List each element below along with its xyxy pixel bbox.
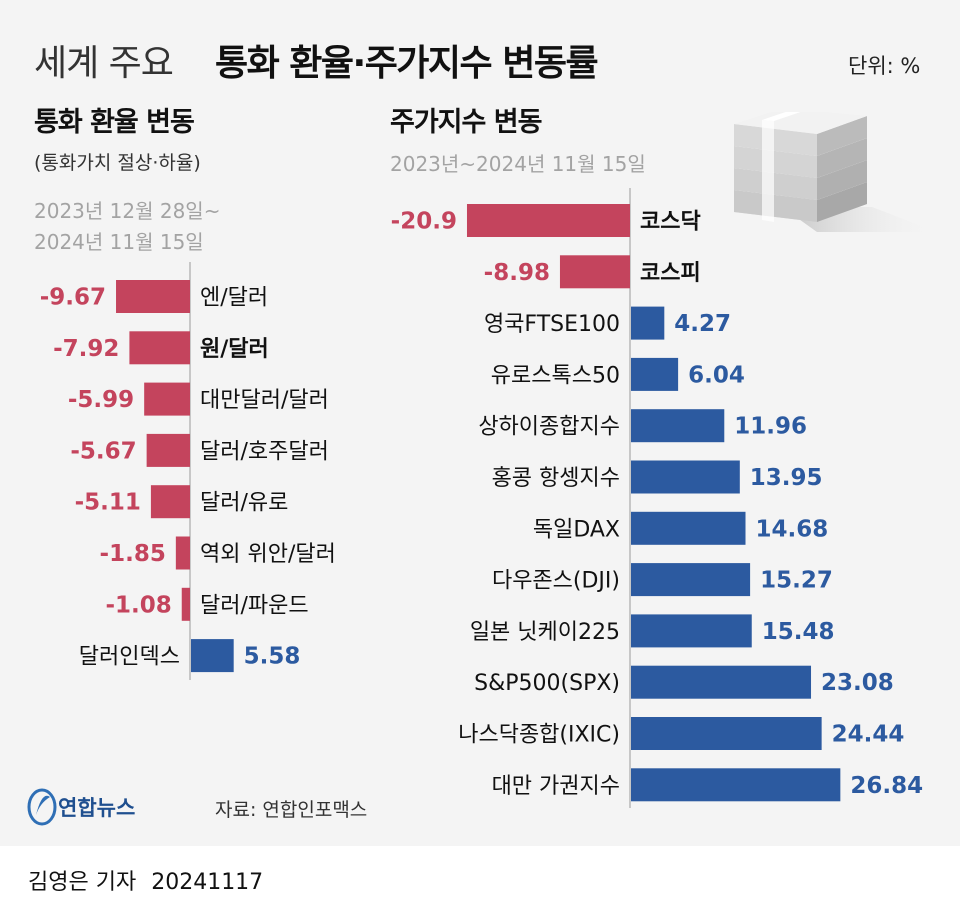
- stock-category-label: S&P500(SPX): [474, 671, 620, 696]
- stock-category-label: 상하이종합지수: [478, 415, 620, 440]
- stock-category-label: 코스피: [640, 261, 701, 286]
- currency-bar: [129, 331, 190, 365]
- currency-value-label: 5.58: [244, 644, 301, 670]
- stock-value-label: 23.08: [821, 670, 894, 696]
- stock-value-label: -8.98: [484, 260, 550, 286]
- stock-category-label: 일본 닛케이225: [470, 620, 620, 645]
- stock-category-label: 독일DAX: [533, 517, 620, 542]
- currency-category-label: 원/달러: [200, 337, 269, 362]
- stock-category-label: 코스닥: [640, 210, 701, 235]
- footer-band: [0, 846, 960, 907]
- currency-value-label: -5.67: [70, 438, 136, 464]
- currency-category-label: 달러/유로: [200, 491, 288, 516]
- stock-date: 2023년~2024년 11월 15일: [390, 152, 646, 176]
- unit-label: 단위: %: [848, 54, 921, 78]
- stock-category-label: 대만 가권지수: [492, 774, 620, 799]
- source-note: 자료: 연합인포맥스: [215, 799, 368, 821]
- stock-bar: [631, 306, 665, 340]
- currency-value-label: -5.11: [75, 490, 141, 516]
- currency-category-label: 달러인덱스: [79, 645, 180, 670]
- stock-bar: [631, 717, 822, 750]
- credit-date: 20241117: [151, 870, 264, 895]
- currency-category-label: 달러/호주달러: [200, 439, 329, 464]
- stock-value-label: 15.48: [762, 619, 835, 645]
- currency-bar: [181, 587, 190, 621]
- currency-value-label: -9.67: [40, 285, 106, 311]
- stock-bar: [559, 255, 630, 289]
- logo-text: 연합뉴스: [58, 796, 136, 820]
- stock-bar: [466, 204, 630, 237]
- stock-value-label: 4.27: [674, 311, 731, 337]
- stock-category-label: 영국FTSE100: [484, 312, 620, 337]
- currency-bar: [144, 382, 190, 416]
- stock-category-label: 홍콩 항셍지수: [492, 466, 620, 491]
- currency-date-line2: 2024년 11월 15일: [34, 230, 204, 254]
- currency-value-label: -1.08: [105, 592, 171, 618]
- stock-bar: [631, 511, 746, 545]
- stock-value-label: 15.27: [760, 568, 833, 594]
- yonhap-logo-icon: [27, 788, 57, 826]
- currency-bar: [175, 536, 190, 570]
- currency-category-label: 엔/달러: [200, 286, 268, 311]
- stock-value-label: 6.04: [688, 362, 745, 388]
- stock-value-label: 13.95: [750, 465, 823, 491]
- credit-author: 김영은 기자: [28, 870, 137, 895]
- currency-category-label: 달러/파운드: [200, 593, 309, 618]
- title-bold: 통화 환율·주가지수 변동률: [215, 43, 599, 84]
- title-light: 세계 주요: [34, 43, 174, 84]
- stock-category-label: 유로스톡스50: [491, 363, 620, 388]
- stock-bar: [631, 460, 740, 494]
- currency-date-line1: 2023년 12월 28일~: [34, 199, 221, 223]
- stock-category-label: 나스닥종합(IXIC): [458, 723, 620, 748]
- stock-bar: [631, 563, 751, 597]
- stock-bar: [631, 357, 679, 391]
- stock-category-label: 다우존스(DJI): [492, 569, 620, 594]
- currency-bar: [150, 485, 190, 519]
- stock-bar: [631, 768, 841, 802]
- stock-section-title: 주가지수 변동: [390, 107, 542, 138]
- stock-bar: [631, 614, 752, 648]
- stock-value-label: 26.84: [850, 773, 923, 799]
- stock-value-label: 11.96: [734, 414, 807, 440]
- stock-bar: [631, 409, 725, 443]
- money-stack-illustration: [734, 112, 937, 232]
- currency-bar: [146, 433, 190, 467]
- currency-bar: [191, 639, 234, 673]
- currency-category-label: 역외 위안/달러: [200, 542, 336, 567]
- stock-bar: [631, 665, 812, 699]
- currency-value-label: -1.85: [100, 541, 166, 567]
- stock-value-label: -20.9: [391, 209, 457, 235]
- currency-value-label: -5.99: [68, 387, 134, 413]
- credit: 김영은 기자 20241117: [28, 864, 263, 896]
- currency-category-label: 대만달러/달러: [200, 388, 329, 413]
- stock-value-label: 14.68: [756, 516, 829, 542]
- currency-section-subtitle: (통화가치 절상·하율): [34, 152, 201, 174]
- currency-value-label: -7.92: [53, 336, 119, 362]
- stock-value-label: 24.44: [832, 722, 905, 748]
- currency-section-title: 통화 환율 변동: [34, 107, 195, 138]
- currency-bar: [116, 280, 190, 313]
